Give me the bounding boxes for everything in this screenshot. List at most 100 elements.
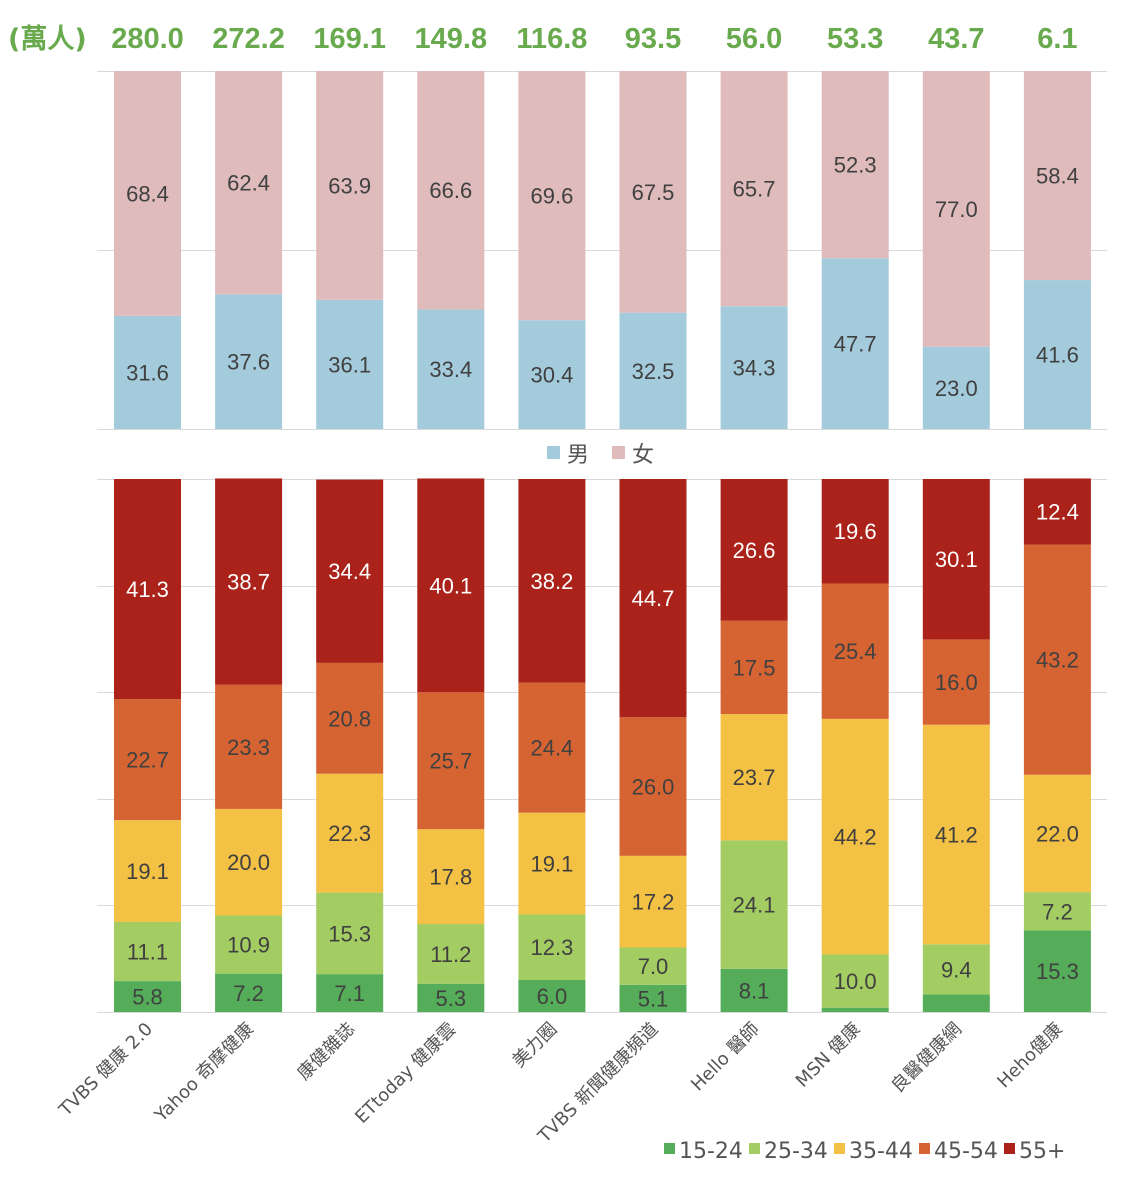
data-label: 12.3 — [530, 935, 573, 960]
category-label: 美力圈 — [508, 1019, 561, 1072]
legend-label: 女 — [632, 443, 654, 468]
bar-segment-55 — [316, 479, 384, 663]
bar-segment-male — [316, 299, 384, 429]
data-label: 24.4 — [530, 736, 573, 761]
data-label: 69.6 — [530, 184, 573, 209]
data-label: 38.2 — [530, 569, 573, 594]
data-label: 7.0 — [638, 954, 669, 979]
bar-segment-45-54 — [417, 692, 485, 830]
total-audience-label: 149.8 — [415, 23, 488, 55]
data-label: 67.5 — [632, 180, 675, 205]
bar-segment-55 — [114, 479, 181, 700]
data-label: 44.2 — [834, 825, 877, 850]
data-label: 12.4 — [1036, 500, 1079, 525]
bar-segment-female — [720, 71, 788, 307]
bar-segment-15-24 — [417, 983, 485, 1012]
data-label: 34.3 — [733, 356, 776, 381]
category-label: Hello 醫師 — [687, 1019, 764, 1096]
bar-segment-35-44 — [114, 820, 181, 922]
total-audience-label: 169.1 — [313, 23, 386, 55]
data-label: 19.1 — [530, 852, 573, 877]
bar-segment-25-34 — [821, 954, 889, 1008]
data-label: 25.7 — [429, 749, 472, 774]
bar-segment-15-24 — [619, 984, 687, 1012]
category-label: Yahoo 奇摩健康 — [150, 1019, 258, 1127]
data-label: 22.7 — [126, 748, 169, 773]
data-label: 26.0 — [632, 775, 675, 800]
data-label: 52.3 — [834, 153, 877, 178]
bar-segment-female — [518, 71, 586, 321]
bar-segment-45-54 — [821, 583, 889, 719]
data-label: 15.3 — [328, 921, 371, 946]
data-label: 23.0 — [935, 376, 978, 401]
data-label: 17.2 — [632, 890, 675, 915]
data-label: 47.7 — [834, 332, 877, 357]
bar-segment-female — [821, 71, 889, 259]
bar-segment-35-44 — [922, 724, 990, 945]
category-label: MSN 健康 — [792, 1019, 865, 1092]
bar-segment-35-44 — [417, 829, 485, 925]
data-label: 15.3 — [1036, 959, 1079, 984]
bar-segment-55 — [922, 479, 990, 640]
data-label: 8.1 — [739, 978, 770, 1003]
data-label: 23.7 — [733, 765, 776, 790]
legend-swatch — [612, 446, 625, 459]
data-label: 5.3 — [436, 986, 467, 1011]
legend-swatch — [1004, 1143, 1015, 1154]
bar-segment-25-34 — [518, 914, 586, 981]
bar-segment-55 — [1023, 478, 1091, 545]
bar-segment-female — [1023, 71, 1091, 281]
legend-swatch — [547, 446, 560, 459]
data-label: 37.6 — [227, 350, 270, 375]
bar-segment-15-24 — [821, 1007, 889, 1012]
total-audience-label: 6.1 — [1037, 23, 1077, 55]
bar-segment-35-44 — [1023, 774, 1091, 893]
bar-segment-15-24 — [114, 981, 181, 1012]
data-label: 66.6 — [429, 178, 472, 203]
data-label: 26.6 — [733, 538, 776, 563]
data-label: 7.1 — [334, 981, 365, 1006]
data-label: 17.8 — [429, 865, 472, 890]
data-label: 22.3 — [328, 821, 371, 846]
gender-legend: 男女 — [547, 443, 654, 468]
category-label: TVBS 健康 2.0 — [55, 1019, 157, 1121]
bar-segment-45-54 — [720, 620, 788, 715]
total-audience-label: 53.3 — [827, 23, 883, 55]
age-legend: 15-24 25-34 35-44 45-54 55+ — [664, 1139, 1065, 1164]
data-label: 5.1 — [638, 986, 669, 1011]
bar-segment-25-34 — [417, 924, 485, 984]
bar-segment-male — [1023, 280, 1091, 429]
data-label: 7.2 — [1042, 899, 1073, 924]
bar-segment-25-34 — [922, 944, 990, 995]
data-label: 7.2 — [233, 981, 264, 1006]
bar-segment-35-44 — [720, 714, 788, 841]
total-audience-label: 280.0 — [111, 23, 184, 55]
data-label: 11.2 — [430, 942, 471, 967]
total-audience-label: 56.0 — [726, 23, 782, 55]
bar-segment-45-54 — [316, 662, 384, 774]
legend-swatch — [664, 1143, 675, 1154]
bar-segment-15-24 — [316, 974, 384, 1012]
legend-label: 35-44 — [849, 1139, 913, 1164]
bar-segment-45-54 — [1023, 544, 1091, 775]
bar-segment-female — [417, 71, 485, 310]
bar-segment-35-44 — [316, 773, 384, 893]
data-label: 77.0 — [935, 197, 978, 222]
data-label: 36.1 — [328, 352, 371, 377]
bar-segment-male — [114, 315, 181, 429]
age-chart-bars: 5.8 11.1 19.1 22.7 41.3 7.2 10.9 20.0 23.3 38.7 7.… — [114, 478, 1091, 1012]
data-label: 17.5 — [733, 655, 776, 680]
data-label: 30.1 — [935, 547, 978, 572]
data-label: 34.4 — [328, 559, 371, 584]
bar-segment-25-34 — [316, 892, 384, 975]
total-audience-label: 93.5 — [625, 23, 681, 55]
legend-swatch — [749, 1143, 760, 1154]
bar-segment-25-34 — [215, 915, 283, 974]
bar-segment-25-34 — [720, 840, 788, 969]
data-label: 9.4 — [941, 957, 972, 982]
data-label: 41.3 — [126, 577, 169, 602]
bar-segment-35-44 — [619, 855, 687, 948]
category-label: ETtoday 健康雲 — [351, 1019, 460, 1128]
